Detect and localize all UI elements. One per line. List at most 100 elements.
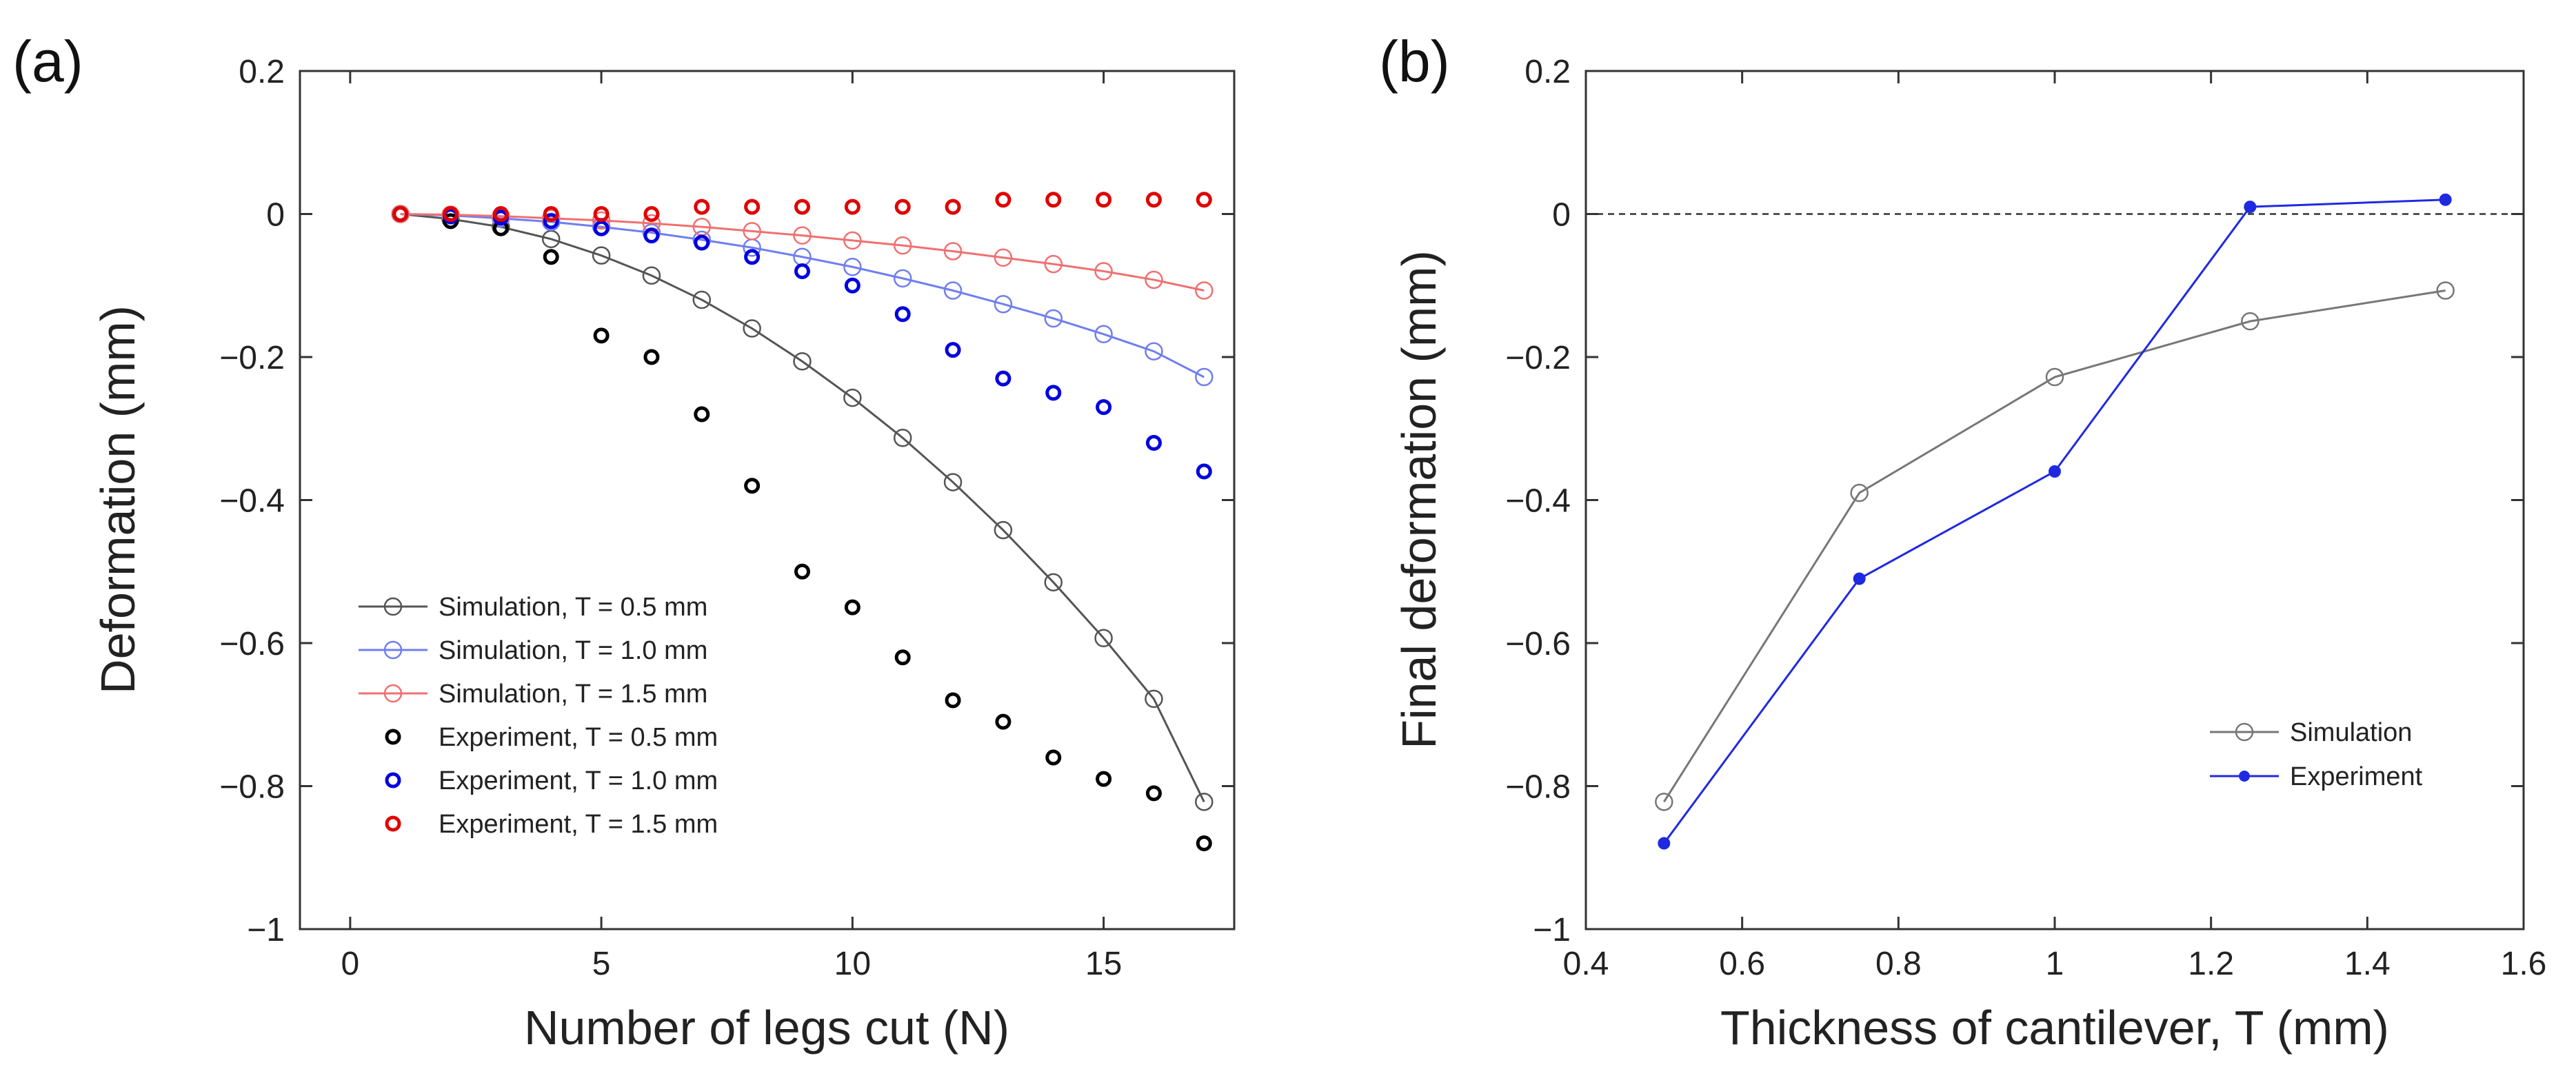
data-point [1045, 385, 1062, 401]
legend-label: Simulation [2290, 718, 2412, 747]
y-tick-label: −0.6 [219, 626, 285, 662]
data-point [592, 211, 611, 230]
series-3 [392, 206, 1212, 851]
x-tick-label: 1 [2046, 946, 2064, 982]
data-point [1045, 192, 1062, 208]
y-tick-label: −0.4 [219, 483, 285, 520]
data-point [593, 206, 610, 222]
data-point [1853, 572, 1866, 585]
data-point [541, 230, 561, 249]
data-point [744, 249, 761, 265]
data-point [1145, 342, 1163, 360]
data-point [1196, 835, 1212, 851]
data-point [844, 599, 861, 616]
data-point [945, 342, 961, 358]
data-point [1658, 837, 1671, 850]
legend: Simulation Experiment [2210, 718, 2423, 791]
data-point [643, 349, 660, 365]
y-tick-label: −1 [247, 912, 285, 948]
data-point [793, 226, 812, 245]
legend-label: Simulation, T = 1.5 mm [439, 680, 707, 709]
data-point [392, 206, 409, 222]
data-point [843, 388, 862, 407]
data-point [1145, 192, 1162, 208]
data-point [945, 692, 961, 709]
data-point [994, 294, 1013, 314]
series-4 [392, 206, 1212, 480]
legend-marker [383, 684, 403, 703]
data-point [794, 263, 810, 279]
data-point [642, 266, 661, 285]
x-tick-label: 1.2 [2188, 946, 2234, 982]
panel-label-b: (b) [1379, 29, 1450, 94]
legend-marker [385, 815, 401, 832]
data-point [943, 473, 963, 491]
x-axis-title: Number of legs cut (N) [524, 1001, 1009, 1055]
data-point [943, 281, 963, 300]
data-point [694, 234, 710, 251]
x-axis-title: Thickness of cantilever, T (mm) [1720, 1001, 2389, 1055]
data-point [1145, 270, 1163, 289]
data-point [843, 258, 862, 276]
data-point [1195, 367, 1214, 387]
data-point [893, 236, 912, 255]
legend-label: Simulation, T = 1.0 mm [439, 636, 707, 665]
x-tick-label: 0.8 [1875, 946, 1922, 982]
x-tick-label: 0.4 [1563, 946, 1609, 982]
data-point [894, 199, 911, 215]
panel-label-a: (a) [12, 29, 83, 94]
data-point [995, 192, 1012, 208]
legend-label: Experiment, T = 1.5 mm [439, 810, 718, 839]
data-point [1045, 749, 1062, 766]
y-tick-label: −0.2 [219, 340, 285, 376]
data-point [593, 327, 610, 344]
data-point [943, 242, 963, 261]
legend-marker [385, 729, 401, 745]
y-axis-title: Deformation (mm) [91, 305, 145, 694]
data-point [894, 306, 911, 323]
data-point [643, 206, 660, 222]
data-point [543, 206, 559, 222]
series-1 [1658, 193, 2452, 850]
data-point [593, 220, 610, 236]
data-point [492, 206, 509, 222]
data-point [843, 231, 862, 250]
data-point [443, 206, 459, 222]
data-point [1044, 309, 1063, 328]
x-tick-label: 15 [1085, 946, 1122, 982]
data-point [2045, 367, 2064, 387]
data-point [844, 199, 861, 215]
y-tick-label: −0.2 [1505, 340, 1571, 376]
x-tick-label: 1.4 [2344, 946, 2391, 982]
data-point [1196, 463, 1212, 480]
data-point [794, 563, 810, 580]
x-tick-label: 0.6 [1719, 946, 1765, 982]
data-point [743, 222, 761, 241]
x-tick-label: 5 [592, 946, 611, 982]
data-point [2241, 312, 2260, 331]
legend-label: Experiment, T = 0.5 mm [439, 723, 718, 752]
data-point [1145, 785, 1162, 802]
data-point [543, 213, 559, 230]
data-point [692, 217, 712, 236]
data-point [2244, 201, 2257, 214]
data-point [592, 246, 611, 265]
data-point [1096, 771, 1112, 787]
legend-marker [2239, 771, 2250, 782]
chart-a: 0.2 0 −0.2 −0.4 −0.6 −0.8 −1 0 5 10 15 Number of le… [91, 54, 1236, 1055]
data-point [743, 319, 761, 338]
data-point [1094, 629, 1113, 647]
y-tick-label: 0 [1552, 197, 1571, 234]
series-line [400, 213, 1205, 378]
data-point [893, 428, 912, 447]
chart-b: 0.2 0 −0.2 −0.4 −0.6 −0.8 −10.4 0.6 0.8 1 1.2 1.4 1.… [1392, 54, 2546, 1055]
data-point [1145, 689, 1163, 709]
data-point [1096, 399, 1112, 416]
data-point [543, 249, 559, 265]
series-line [1663, 289, 2446, 803]
data-point [1094, 325, 1113, 344]
data-point [1196, 192, 1212, 208]
data-point [1195, 281, 1214, 300]
series-5 [392, 192, 1212, 222]
data-point [945, 199, 961, 215]
